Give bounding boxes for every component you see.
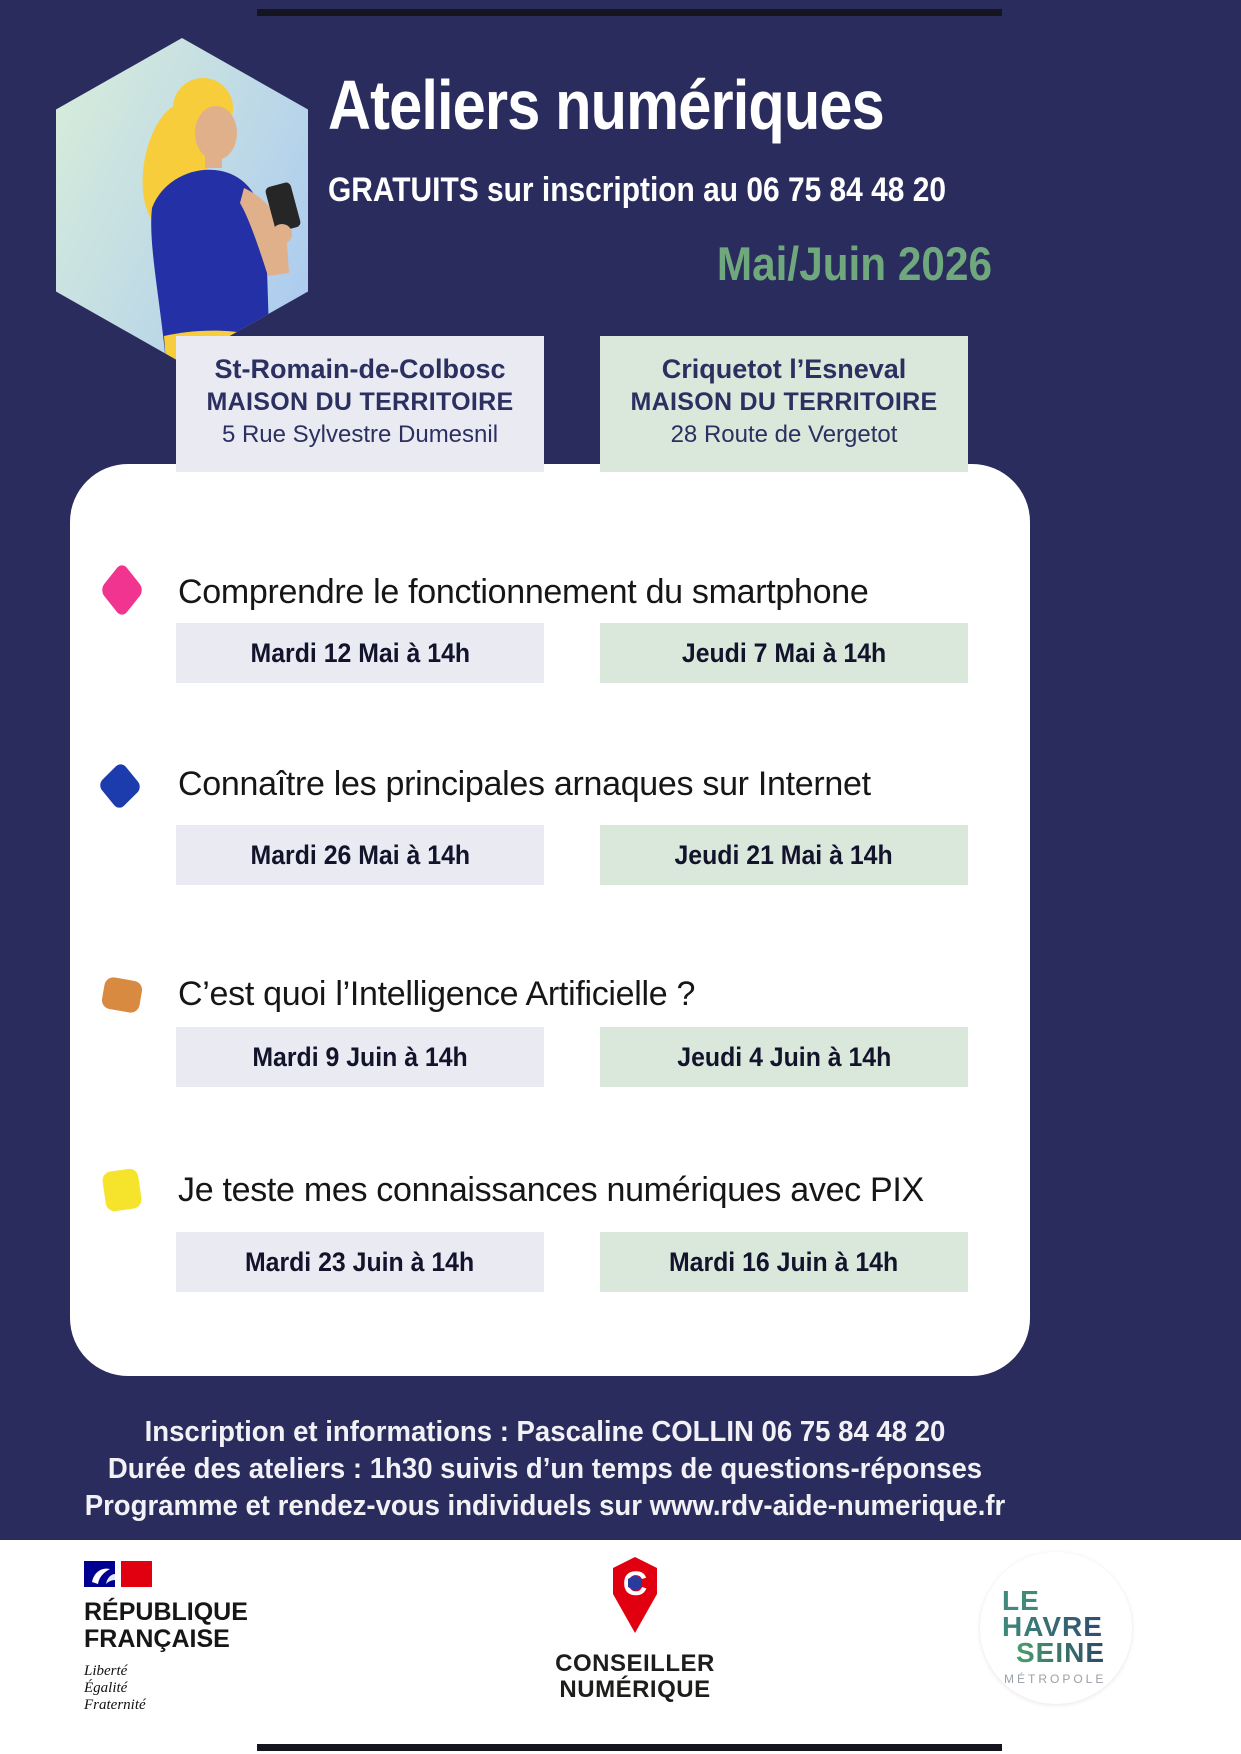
cn-wordmark-line1: CONSEILLER bbox=[555, 1650, 715, 1677]
rf-motto-liberte: Liberté bbox=[84, 1663, 128, 1679]
workshop-1-date-criquetot: Jeudi 7 Mai à 14h bbox=[600, 623, 968, 683]
footer-contact: Inscription et informations : Pascaline … bbox=[144, 1416, 946, 1448]
print-mark-top bbox=[257, 9, 1002, 16]
location-venue: MAISON DU TERRITOIRE bbox=[206, 388, 514, 416]
conseiller-numerique-logo: C CONSEILLER NUMÉRIQUE bbox=[540, 1556, 730, 1703]
orange-diamond-icon bbox=[100, 975, 144, 1015]
location-city: St-Romain-de-Colbosc bbox=[214, 354, 506, 384]
period-label: Mai/Juin 2026 bbox=[716, 237, 992, 290]
page-title: Ateliers numériques bbox=[328, 66, 885, 144]
print-mark-bottom bbox=[257, 1744, 1002, 1751]
workshop-3-title: C’est quoi l’Intelligence Artificielle ? bbox=[178, 975, 696, 1013]
hs-wordmark-le: LE bbox=[1002, 1585, 1040, 1616]
date-label: Mardi 26 Mai à 14h bbox=[250, 839, 470, 870]
location-venue: MAISON DU TERRITOIRE bbox=[630, 388, 938, 416]
workshop-4-date-st-romain: Mardi 23 Juin à 14h bbox=[176, 1232, 544, 1292]
hs-wordmark-seine: SEINE bbox=[1016, 1639, 1132, 1667]
footer-info: Inscription et informations : Pascaline … bbox=[0, 1414, 1090, 1525]
footer-duration: Durée des ateliers : 1h30 suivis d’un te… bbox=[107, 1453, 983, 1485]
hs-wordmark-metropole: MÉTROPOLE bbox=[1004, 1672, 1107, 1686]
rf-motto-fraternite: Fraternité bbox=[84, 1697, 146, 1713]
republique-francaise-logo: RÉPUBLIQUE FRANÇAISE Liberté Égalité Fra… bbox=[84, 1560, 248, 1714]
rf-wordmark-line2: FRANÇAISE bbox=[84, 1625, 230, 1653]
workshop-4-title: Je teste mes connaissances numériques av… bbox=[178, 1171, 924, 1209]
hs-wordmark-havre: HAVRE bbox=[1002, 1613, 1132, 1641]
workshop-2-title: Connaître les principales arnaques sur I… bbox=[178, 765, 871, 803]
subtitle-registration: GRATUITS sur inscription au 06 75 84 48 … bbox=[328, 171, 947, 209]
map-pin-icon: C bbox=[613, 1557, 657, 1633]
date-label: Mardi 9 Juin à 14h bbox=[252, 1041, 468, 1072]
workshop-2-date-st-romain: Mardi 26 Mai à 14h bbox=[176, 825, 544, 885]
rf-wordmark-line1: RÉPUBLIQUE bbox=[84, 1598, 248, 1626]
yellow-square-icon bbox=[101, 1167, 143, 1213]
cn-wordmark-line2: NUMÉRIQUE bbox=[559, 1676, 711, 1703]
schedule-card bbox=[70, 464, 1030, 1376]
date-label: Mardi 23 Juin à 14h bbox=[245, 1246, 475, 1277]
date-label: Jeudi 4 Juin à 14h bbox=[677, 1041, 891, 1072]
le-havre-seine-metropole-logo: LE HAVRE SEINE MÉTROPOLE bbox=[980, 1552, 1132, 1704]
hexagon-badge bbox=[56, 38, 308, 363]
workshop-1-date-st-romain: Mardi 12 Mai à 14h bbox=[176, 623, 544, 683]
workshop-3-date-st-romain: Mardi 9 Juin à 14h bbox=[176, 1027, 544, 1087]
workshop-3-date-criquetot: Jeudi 4 Juin à 14h bbox=[600, 1027, 968, 1087]
location-city: Criquetot l’Esneval bbox=[661, 354, 907, 384]
workshop-1-title: Comprendre le fonctionnement du smartpho… bbox=[178, 573, 869, 611]
date-label: Mardi 16 Juin à 14h bbox=[669, 1246, 899, 1277]
date-label: Jeudi 7 Mai à 14h bbox=[681, 637, 887, 668]
workshop-2-date-criquetot: Jeudi 21 Mai à 14h bbox=[600, 825, 968, 885]
date-label: Jeudi 21 Mai à 14h bbox=[674, 839, 894, 870]
location-address: 28 Route de Vergetot bbox=[670, 421, 898, 448]
location-address: 5 Rue Sylvestre Dumesnil bbox=[221, 421, 499, 448]
footer-website: Programme et rendez-vous individuels sur… bbox=[84, 1490, 1006, 1522]
date-label: Mardi 12 Mai à 14h bbox=[250, 637, 470, 668]
french-flag-icon bbox=[84, 1561, 152, 1587]
workshop-4-date-criquetot: Mardi 16 Juin à 14h bbox=[600, 1232, 968, 1292]
location-card-st-romain: St-Romain-de-Colbosc MAISON DU TERRITOIR… bbox=[176, 336, 544, 472]
rf-motto-egalite: Égalité bbox=[84, 1680, 128, 1696]
location-card-criquetot: Criquetot l’Esneval MAISON DU TERRITOIRE… bbox=[600, 336, 968, 472]
